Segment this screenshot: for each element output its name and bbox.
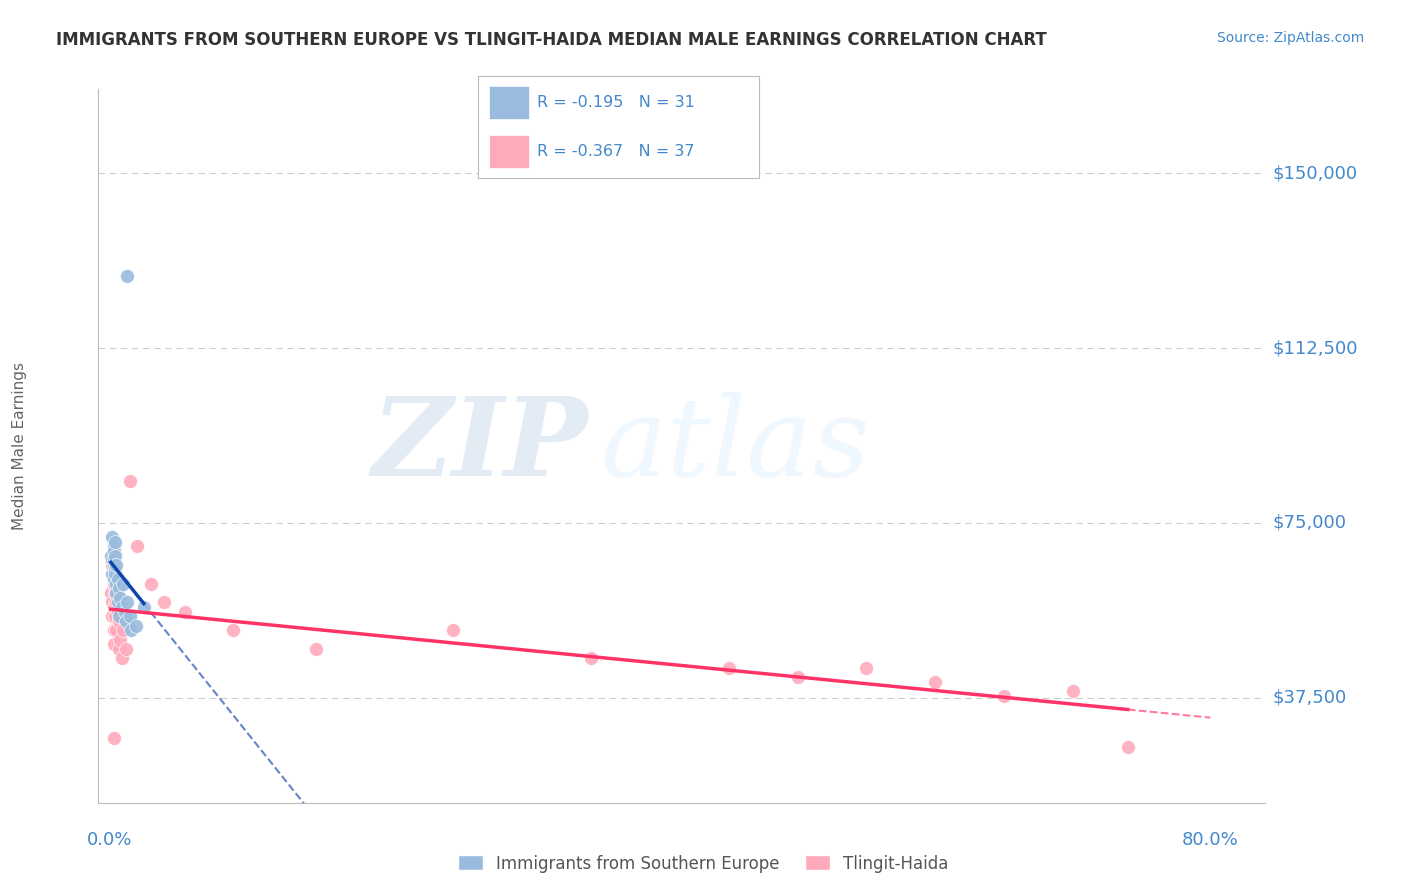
Point xyxy=(111,651,134,665)
Point xyxy=(117,595,139,609)
Point xyxy=(112,576,135,591)
Point xyxy=(103,544,125,558)
Point xyxy=(855,660,877,674)
Point xyxy=(101,553,124,567)
Point xyxy=(104,586,127,600)
Point xyxy=(101,595,124,609)
Point xyxy=(103,539,125,553)
Point xyxy=(104,534,127,549)
Point xyxy=(132,599,155,614)
Point xyxy=(115,614,138,628)
Text: $75,000: $75,000 xyxy=(1272,514,1347,532)
Legend: Immigrants from Southern Europe, Tlingit-Haida: Immigrants from Southern Europe, Tlingit… xyxy=(451,848,955,880)
Text: 0.0%: 0.0% xyxy=(87,830,132,849)
Point xyxy=(104,563,127,577)
Point xyxy=(120,609,142,624)
Point xyxy=(103,576,125,591)
Point xyxy=(101,530,124,544)
Text: ZIP: ZIP xyxy=(373,392,589,500)
Text: Median Male Earnings: Median Male Earnings xyxy=(13,362,28,530)
Point xyxy=(105,624,128,638)
Point xyxy=(103,572,125,586)
Point xyxy=(108,641,131,656)
Point xyxy=(103,624,125,638)
Point xyxy=(111,599,134,614)
Point xyxy=(104,549,127,563)
Point xyxy=(104,567,127,582)
Text: atlas: atlas xyxy=(600,392,870,500)
Point xyxy=(100,586,122,600)
Point xyxy=(124,618,146,632)
Text: $150,000: $150,000 xyxy=(1272,164,1357,182)
Point xyxy=(101,558,124,572)
Point xyxy=(174,605,197,619)
Text: R = -0.195   N = 31: R = -0.195 N = 31 xyxy=(537,95,695,110)
Point xyxy=(100,549,122,563)
Point xyxy=(222,624,245,638)
Point xyxy=(1062,684,1084,698)
Point xyxy=(103,599,125,614)
Point xyxy=(786,670,808,684)
Point xyxy=(108,609,131,624)
Point xyxy=(305,641,328,656)
Point xyxy=(101,567,124,582)
Point xyxy=(103,637,125,651)
Text: Source: ZipAtlas.com: Source: ZipAtlas.com xyxy=(1216,31,1364,45)
Point xyxy=(105,595,128,609)
Point xyxy=(120,624,142,638)
Point xyxy=(108,581,131,595)
Point xyxy=(114,605,136,619)
Point xyxy=(105,558,128,572)
FancyBboxPatch shape xyxy=(489,87,529,119)
Point xyxy=(107,605,129,619)
Point xyxy=(117,268,139,283)
Point xyxy=(100,549,122,563)
Text: 80.0%: 80.0% xyxy=(1182,830,1239,849)
Point xyxy=(125,539,148,553)
Point xyxy=(115,641,138,656)
Point xyxy=(103,553,125,567)
Point xyxy=(104,609,127,624)
Point xyxy=(153,595,176,609)
Point xyxy=(108,614,131,628)
Point xyxy=(110,591,132,605)
Point xyxy=(139,576,162,591)
Point xyxy=(107,572,129,586)
Point xyxy=(101,609,124,624)
Point xyxy=(105,576,128,591)
Point xyxy=(103,558,125,572)
Point xyxy=(120,474,142,488)
FancyBboxPatch shape xyxy=(489,136,529,168)
Point xyxy=(993,689,1015,703)
Point xyxy=(110,632,132,647)
Point xyxy=(112,624,135,638)
Point xyxy=(1116,739,1139,754)
Text: R = -0.367   N = 37: R = -0.367 N = 37 xyxy=(537,145,695,160)
Point xyxy=(443,624,465,638)
Text: $112,500: $112,500 xyxy=(1272,339,1358,357)
Point xyxy=(107,595,129,609)
Point xyxy=(105,586,128,600)
Text: $37,500: $37,500 xyxy=(1272,689,1347,706)
Point xyxy=(924,674,946,689)
Point xyxy=(579,651,602,665)
Point xyxy=(103,731,125,745)
Text: IMMIGRANTS FROM SOUTHERN EUROPE VS TLINGIT-HAIDA MEDIAN MALE EARNINGS CORRELATIO: IMMIGRANTS FROM SOUTHERN EUROPE VS TLING… xyxy=(56,31,1047,49)
Point xyxy=(717,660,740,674)
